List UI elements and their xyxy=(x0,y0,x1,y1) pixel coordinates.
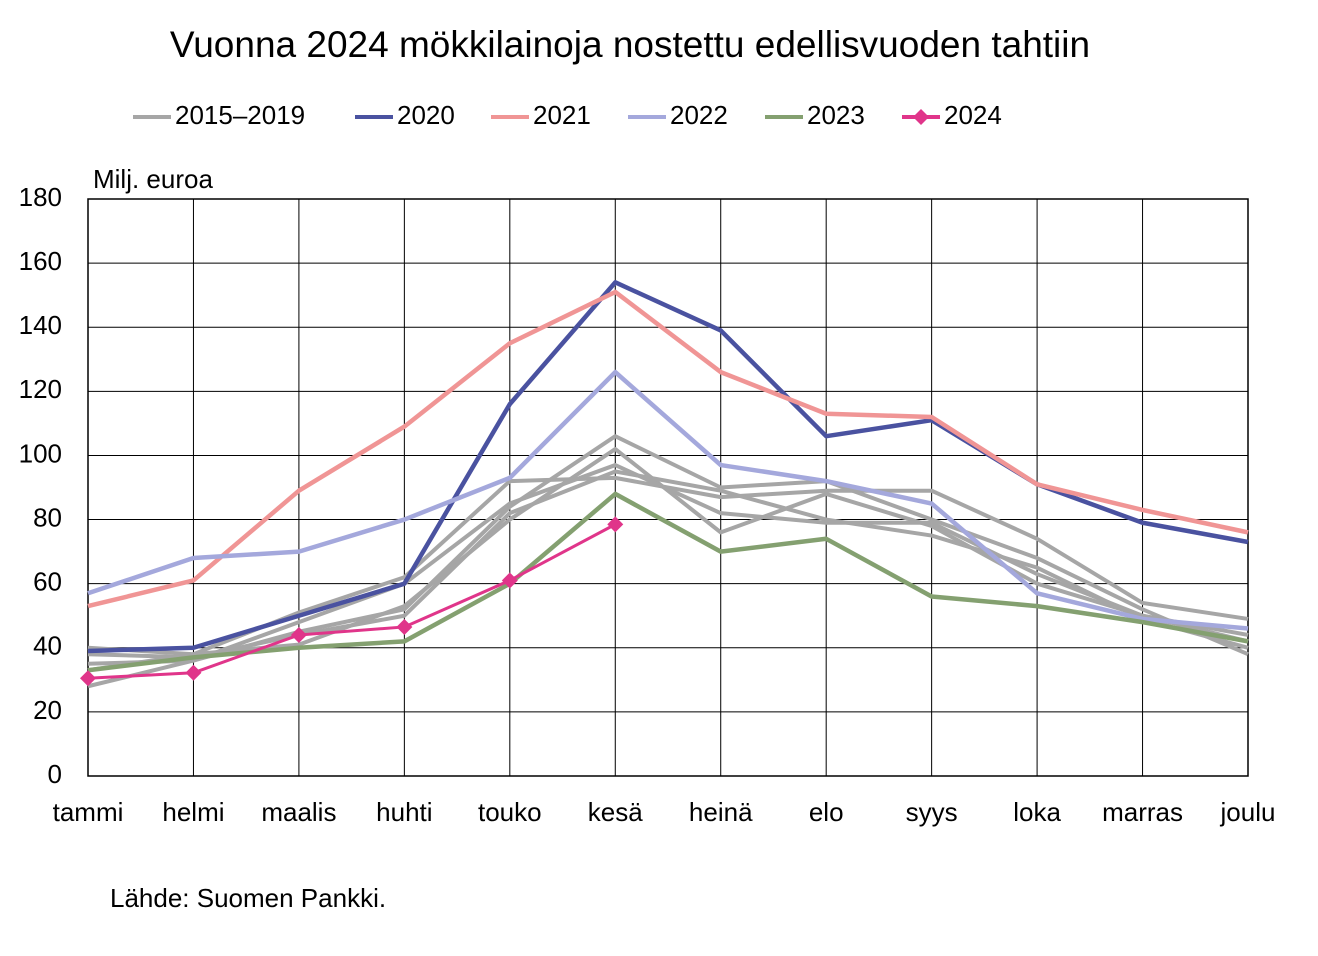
x-tick-label: kesä xyxy=(588,797,643,827)
y-tick-label: 0 xyxy=(48,759,62,789)
y-axis-label: Milj. euroa xyxy=(93,164,213,194)
marker xyxy=(396,618,413,635)
series-line xyxy=(87,463,1249,666)
y-tick-label: 160 xyxy=(19,246,62,276)
legend-label: 2021 xyxy=(533,100,591,130)
x-tick-label: heinä xyxy=(689,797,753,827)
marker xyxy=(501,572,518,589)
x-tick-label: helmi xyxy=(162,797,224,827)
legend-label: 2022 xyxy=(670,100,728,130)
x-tick-label: tammi xyxy=(53,797,124,827)
series-line xyxy=(87,491,1249,673)
y-tick-label: 100 xyxy=(19,438,62,468)
legend-label: 2023 xyxy=(807,100,865,130)
series-line xyxy=(87,523,616,680)
source-note: Lähde: Suomen Pankki. xyxy=(110,883,386,913)
y-tick-label: 180 xyxy=(19,182,62,212)
y-tick-label: 20 xyxy=(33,695,62,725)
y-tick-label: 120 xyxy=(19,374,62,404)
x-tick-label: elo xyxy=(809,797,844,827)
y-tick-label: 140 xyxy=(19,310,62,340)
x-tick-label: loka xyxy=(1013,797,1061,827)
plot-border xyxy=(87,198,1249,777)
marker xyxy=(607,516,624,533)
marker xyxy=(185,664,202,681)
marker xyxy=(290,626,307,643)
y-tick-label: 80 xyxy=(33,502,62,532)
y-tick-label: 40 xyxy=(33,631,62,661)
series-line xyxy=(87,369,1249,631)
y-tick-label: 60 xyxy=(33,567,62,597)
x-tick-label: syys xyxy=(906,797,958,827)
series-line xyxy=(87,469,1249,660)
x-tick-label: joulu xyxy=(1220,797,1276,827)
legend-marker xyxy=(913,109,929,125)
chart-title: Vuonna 2024 mökkilainoja nostettu edelli… xyxy=(170,24,1090,65)
x-tick-label: touko xyxy=(478,797,542,827)
legend-label: 2024 xyxy=(944,100,1002,130)
series-line xyxy=(87,434,1249,689)
series-line xyxy=(87,289,1249,609)
x-tick-label: huhti xyxy=(376,797,432,827)
marker xyxy=(80,670,96,687)
legend-label: 2020 xyxy=(397,100,455,130)
x-tick-label: maalis xyxy=(261,797,336,827)
legend-label: 2015–2019 xyxy=(175,100,305,130)
x-tick-label: marras xyxy=(1102,797,1183,827)
